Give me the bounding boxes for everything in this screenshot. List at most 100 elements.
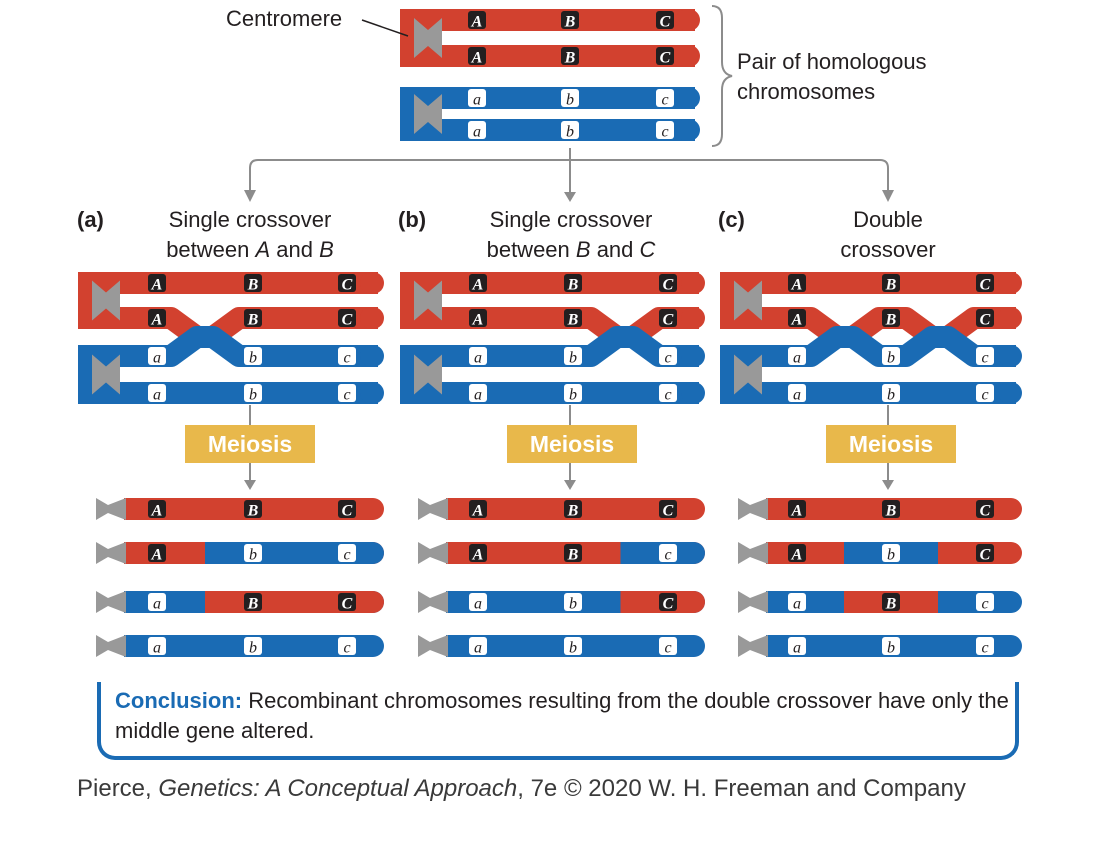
meiosis-label-b: Meiosis	[507, 425, 637, 463]
panel-a-gene-4-b-box	[244, 384, 262, 402]
panel-c-gene-1-A-letter: A	[791, 277, 803, 294]
panel-a-gene-2-A-box	[148, 309, 166, 327]
panel-c-letter: (c)	[718, 207, 745, 232]
top-gene-3-a-letter: a	[473, 92, 481, 109]
panel-b-product-3-segment-fill	[620, 591, 635, 613]
top-gene-2-C-letter: C	[660, 50, 671, 67]
panel-a-chromatid-2-end	[360, 307, 384, 329]
panel-a-gene-1-C-box	[338, 274, 356, 292]
panel-b-product-2-centromere	[418, 542, 448, 564]
panel-b-product-3-gene-C-box	[659, 593, 677, 611]
panel-b-product-4-gene-c-box	[659, 637, 677, 655]
panel-b-title-line2: between B and C	[451, 235, 691, 265]
panel-c-gene-3-a-box	[788, 347, 806, 365]
panel-a-product-1-gene-B-letter: B	[247, 503, 259, 520]
panel-b-gene-4-c-letter: c	[664, 387, 671, 404]
panel-b-product-2-segment-fill	[620, 542, 635, 564]
panel-c-gene-2-C-box	[976, 309, 994, 327]
panel-c-product-1-gene-A-letter: A	[791, 503, 803, 520]
panel-b-gene-3-a-letter: a	[474, 350, 482, 367]
panel-c-product-1-gene-C-letter: C	[980, 503, 991, 520]
panel-b-gene-3-b-letter: b	[569, 350, 577, 367]
panel-c-gene-3-b-box	[882, 347, 900, 365]
panel-b-product-1-gene-B-letter: B	[567, 503, 579, 520]
panel-c-product-3-gene-c-letter: c	[981, 596, 988, 613]
panel-c-chromatid-3-end	[998, 345, 1022, 367]
panel-b-product-1-gene-B-box	[564, 500, 582, 518]
panel-c-product-4-gene-c-box	[976, 637, 994, 655]
panel-a-gene-4-a-letter: a	[153, 387, 161, 404]
panel-b-product-2-gene-A-box	[469, 544, 487, 562]
panel-b-product-2-gene-c-letter: c	[664, 547, 671, 564]
panel-c-product-4-gene-a-box	[788, 637, 806, 655]
panel-b-product-1-gene-A-box	[469, 500, 487, 518]
top-gene-3-b-letter: b	[566, 92, 574, 109]
panel-a-product-1-centromere	[96, 498, 126, 520]
panel-a-product-4-gene-c-letter: c	[343, 640, 350, 657]
panel-c-product-2-gene-A-letter: A	[791, 547, 803, 564]
panel-b-product-4-gene-a-box	[469, 637, 487, 655]
panel-b-product-4-gene-b-box	[564, 637, 582, 655]
panel-c-gene-2-B-letter: B	[885, 312, 897, 329]
panel-a-product-3-square	[124, 591, 138, 613]
homolog-label-line1: Pair of homologous	[737, 49, 927, 74]
panel-a-gene-2-B-box	[244, 309, 262, 327]
panel-b-meiosis-arrow-out-head	[564, 480, 576, 490]
top-gene-2-A-letter: A	[471, 50, 483, 67]
panel-b-product-4-square	[446, 635, 460, 657]
panel-a-gene-4-c-box	[338, 384, 356, 402]
panel-b-title-gene2: C	[639, 237, 656, 262]
panel-b-gene-2-C-letter: C	[663, 312, 674, 329]
panel-a-product-4-gene-b-box	[244, 637, 262, 655]
top-gene-2-B-letter: B	[564, 50, 576, 67]
panel-a-product-2-gene-b-box	[244, 544, 262, 562]
panel-a-gene-1-A-letter: A	[151, 277, 163, 294]
panel-a-product-3-gene-a-letter: a	[153, 596, 161, 613]
panel-b-red-pair-centromere	[414, 280, 442, 321]
panel-a-product-1-gene-A-letter: A	[151, 503, 163, 520]
homolog-brace	[711, 5, 733, 147]
panel-c-product-2-square	[766, 542, 780, 564]
panel-b-gene-1-C-letter: C	[663, 277, 674, 294]
panel-a-meiosis-arrow-out-head	[244, 480, 256, 490]
panel-a-product-3-centromere	[96, 591, 126, 613]
top-gene-2-C-box	[656, 47, 674, 65]
panel-b-gene-4-b-box	[564, 384, 582, 402]
panel-c-product-2-gene-b-box	[882, 544, 900, 562]
panel-b-gene-2-B-box	[564, 309, 582, 327]
panel-a-product-2-square	[124, 542, 138, 564]
panel-c-product-4-gene-c-letter: c	[981, 640, 988, 657]
panel-a-letter: (a)	[77, 207, 104, 232]
panel-b-gene-4-c-box	[659, 384, 677, 402]
panel-c-gene-4-b-box	[882, 384, 900, 402]
panel-c-gene-1-B-box	[882, 274, 900, 292]
credit-title: Genetics: A Conceptual Approach	[158, 775, 518, 802]
panel-b-product-1-gene-A-letter: A	[472, 503, 484, 520]
panel-a-gene-2-A-letter: A	[151, 312, 163, 329]
panel-c-product-4-gene-b-letter: b	[887, 640, 895, 657]
panel-a-gene-1-B-box	[244, 274, 262, 292]
panel-c-product-2-gene-C-box	[976, 544, 994, 562]
panel-c-title-line2: crossover	[840, 237, 936, 262]
panel-b-blue-pair-centromere	[414, 354, 442, 395]
top-gene-1-A-letter: A	[471, 14, 483, 31]
panel-c-product-2-gene-b-letter: b	[887, 547, 895, 564]
panel-a-gene-3-b-box	[244, 347, 262, 365]
panel-c-product-3-gene-a-box	[788, 593, 806, 611]
panel-a-chromatid-4-end	[360, 382, 384, 404]
panel-c-product-1-centromere	[738, 498, 768, 520]
panel-a-product-4-gene-b-letter: b	[249, 640, 257, 657]
panel-c-product-1-square	[766, 498, 780, 520]
panel-b-product-3-gene-b-box	[564, 593, 582, 611]
panel-c-gene-1-B-letter: B	[885, 277, 897, 294]
homolog-label-line2: chromosomes	[737, 79, 876, 104]
panel-b-gene-2-B-letter: B	[567, 312, 579, 329]
panel-c-product-2-gene-A-box	[788, 544, 806, 562]
panel-c-gene-2-A-letter: A	[791, 312, 803, 329]
top-gene-4-a-box	[468, 121, 486, 139]
panel-a-product-1-square	[124, 498, 138, 520]
top-gene-4-a-letter: a	[473, 124, 481, 141]
panel-c-product-3-gene-B-box	[882, 593, 900, 611]
panel-b-product-2-gene-B-box	[564, 544, 582, 562]
